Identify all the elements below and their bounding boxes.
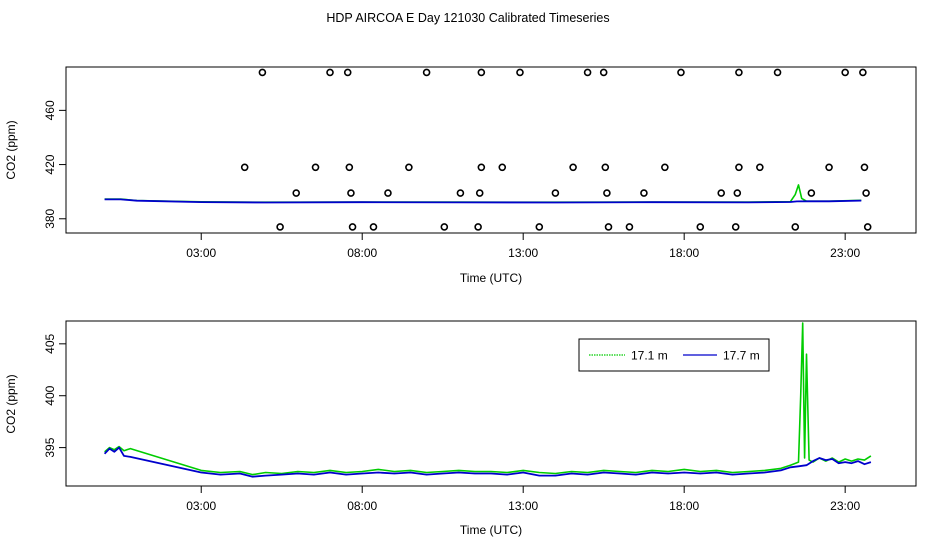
calibration-point	[862, 189, 870, 197]
calibration-point	[733, 189, 742, 197]
top-calibration-points	[240, 68, 872, 231]
top-y-axis-label: CO2 (ppm)	[4, 120, 18, 179]
bottom-x-axis-label: Time (UTC)	[460, 523, 522, 537]
calibration-point	[863, 223, 872, 231]
top-y-tick-label: 460	[43, 100, 57, 120]
top-x-axis: 03:00 08:00 13:00 18:00 23:00	[186, 232, 861, 260]
top-x-tick-label: 23:00	[830, 246, 860, 260]
top-y-axis: 380 420 460	[43, 100, 67, 229]
bottom-x-tick-label: 23:00	[830, 499, 860, 513]
top-series-lines	[104, 184, 862, 204]
calibration-point	[292, 189, 301, 197]
calibration-point	[735, 68, 743, 77]
calibration-point	[422, 68, 431, 77]
top-x-axis-label: Time (UTC)	[460, 271, 522, 285]
legend-label-17-7m: 17.7 m	[723, 349, 760, 363]
calibration-point	[440, 223, 449, 231]
calibration-point	[859, 68, 867, 77]
calibration-point	[604, 223, 613, 231]
calibration-point	[735, 163, 743, 172]
bottom-y-tick-label: 400	[43, 385, 57, 405]
legend: 17.1 m 17.7 m	[578, 338, 770, 372]
calibration-point	[348, 223, 357, 231]
bottom-x-tick-label: 18:00	[669, 499, 699, 513]
top-series-line-blue	[104, 198, 862, 204]
bottom-x-tick-label: 13:00	[508, 499, 538, 513]
calibration-point	[551, 189, 560, 197]
calibration-point	[825, 163, 833, 172]
top-x-tick-label: 18:00	[669, 246, 699, 260]
calibration-point	[474, 223, 482, 231]
calibration-point	[860, 163, 869, 172]
top-y-tick-label: 420	[43, 154, 57, 174]
calibration-point	[326, 68, 334, 77]
calibration-point	[601, 163, 610, 172]
bottom-y-tick-label: 395	[43, 437, 57, 457]
calibration-point	[603, 189, 611, 197]
calibration-point	[347, 189, 355, 197]
calibration-point	[343, 68, 352, 77]
calibration-point	[240, 163, 249, 172]
bottom-x-axis: 03:00 08:00 13:00 18:00 23:00	[186, 485, 861, 513]
calibration-point	[258, 68, 267, 77]
calibration-point	[516, 68, 524, 77]
calibration-point	[661, 163, 669, 172]
calibration-point	[276, 223, 284, 231]
calibration-point	[456, 189, 465, 197]
calibration-point	[791, 223, 800, 231]
bottom-y-tick-label: 405	[43, 333, 57, 353]
calibration-point	[475, 189, 484, 197]
bottom-x-tick-label: 03:00	[186, 499, 216, 513]
calibration-point	[405, 163, 413, 172]
legend-box	[578, 338, 770, 372]
top-plot-frame	[65, 66, 917, 234]
calibration-point	[369, 223, 378, 231]
bottom-series-line-blue	[103, 446, 872, 478]
calibration-point	[717, 189, 726, 197]
calibration-point	[625, 223, 634, 231]
calibration-point	[640, 189, 648, 197]
calibration-point	[696, 223, 705, 231]
top-x-tick-label: 08:00	[347, 246, 377, 260]
top-y-tick-label: 380	[43, 208, 57, 228]
calibration-point	[311, 163, 320, 172]
calibration-point	[477, 163, 486, 172]
top-x-tick-label: 03:00	[186, 246, 216, 260]
top-x-tick-label: 13:00	[508, 246, 538, 260]
calibration-point	[599, 68, 608, 77]
calibration-point	[345, 163, 354, 172]
calibration-point	[384, 189, 392, 197]
calibration-point	[583, 68, 592, 77]
calibration-point	[807, 189, 816, 197]
calibration-point	[477, 68, 486, 77]
calibration-point	[677, 68, 685, 77]
bottom-plot-frame	[65, 320, 917, 487]
bottom-series-line-green	[104, 322, 872, 476]
bottom-series-lines	[103, 322, 872, 478]
calibration-point	[498, 163, 507, 172]
legend-label-17-1m: 17.1 m	[631, 349, 668, 363]
calibration-point	[773, 68, 782, 77]
bottom-panel: 03:00 08:00 13:00 18:00 23:00 395 400 405 Time…	[4, 320, 917, 537]
calibration-point	[569, 163, 577, 172]
top-panel: 03:00 08:00 13:00 18:00 23:00 380 420 460 Time…	[4, 66, 917, 285]
bottom-y-axis: 395 400 405	[43, 333, 67, 458]
calibration-point	[841, 68, 849, 77]
calibration-point	[535, 223, 544, 231]
chart-title: HDP AIRCOA E Day 121030 Calibrated Times…	[326, 11, 609, 25]
bottom-y-axis-label: CO2 (ppm)	[4, 374, 18, 433]
calibration-point	[756, 163, 764, 172]
bottom-x-tick-label: 08:00	[347, 499, 377, 513]
calibration-point	[731, 223, 740, 231]
